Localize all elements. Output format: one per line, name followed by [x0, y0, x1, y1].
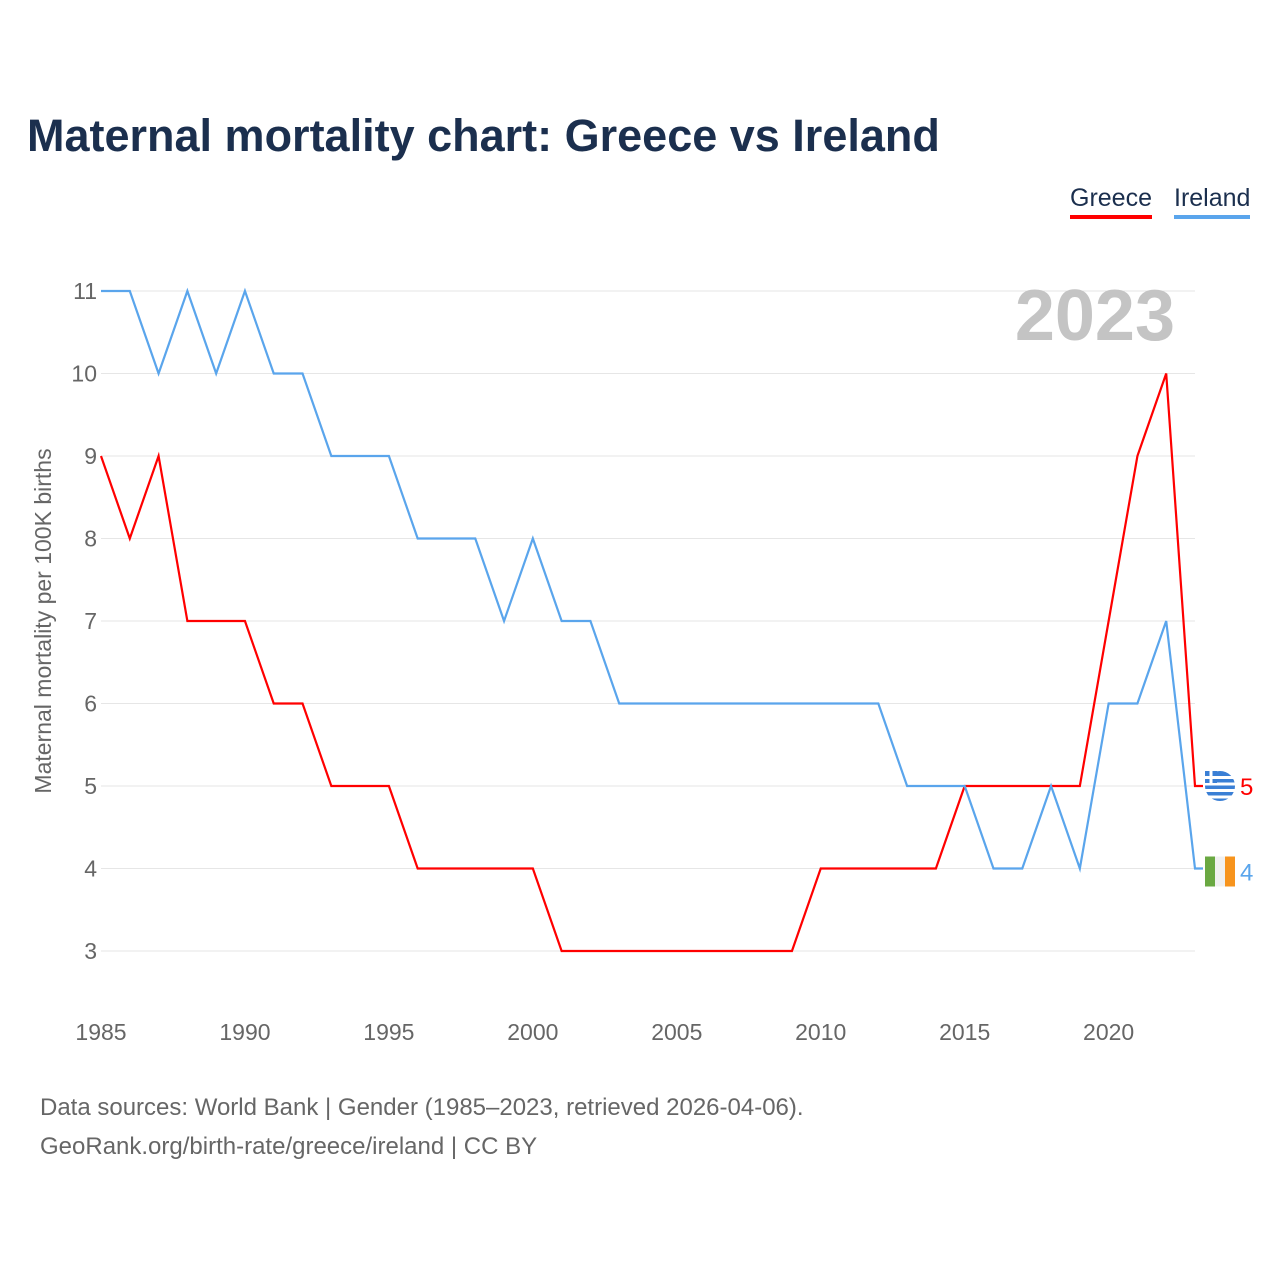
ireland-flag-icon [1205, 856, 1215, 887]
x-tick-label: 2000 [507, 1019, 558, 1045]
x-tick-label: 1995 [363, 1019, 414, 1045]
legend-greece[interactable]: Greece [1070, 184, 1152, 219]
y-tick-label: 9 [84, 443, 97, 469]
flag-stripe [1215, 856, 1225, 887]
series-line-ireland [101, 287, 1203, 873]
year-watermark: 2023 [1015, 276, 1175, 356]
x-tick-label: 2020 [1083, 1019, 1134, 1045]
x-tick-label: 2015 [939, 1019, 990, 1045]
chart-title: Maternal mortality chart: Greece vs Irel… [27, 110, 940, 161]
source-line-1: Data sources: World Bank | Gender (1985–… [40, 1094, 804, 1121]
flag-cross [1209, 771, 1213, 783]
y-tick-label: 8 [84, 526, 97, 552]
x-tick-label: 1990 [219, 1019, 270, 1045]
flag-stripe [1205, 776, 1235, 779]
y-axis-label: Maternal mortality per 100K births [30, 448, 56, 793]
y-tick-label: 10 [71, 361, 97, 387]
y-tick-label: 3 [84, 938, 97, 964]
flag-stripe [1225, 856, 1235, 887]
y-tick-label: 7 [84, 608, 97, 634]
flag-stripe [1205, 795, 1235, 799]
flag-stripe [1205, 782, 1235, 786]
flag-stripe [1205, 789, 1235, 792]
source-note: Data sources: World Bank | Gender (1985–… [40, 1088, 804, 1166]
x-tick-label: 1985 [75, 1019, 126, 1045]
y-tick-label: 11 [73, 278, 97, 304]
y-tick-label: 5 [84, 773, 97, 799]
legend-ireland[interactable]: Ireland [1174, 184, 1251, 219]
end-value-label-greece: 5 [1240, 774, 1253, 801]
x-tick-label: 2010 [795, 1019, 846, 1045]
y-tick-label: 4 [84, 856, 97, 882]
source-line-2[interactable]: GeoRank.org/birth-rate/greece/ireland | … [40, 1133, 538, 1160]
x-tick-label: 2005 [651, 1019, 702, 1045]
y-tick-label: 6 [84, 691, 97, 717]
series-line-greece [99, 373, 1203, 953]
end-value-label-ireland: 4 [1240, 860, 1253, 887]
